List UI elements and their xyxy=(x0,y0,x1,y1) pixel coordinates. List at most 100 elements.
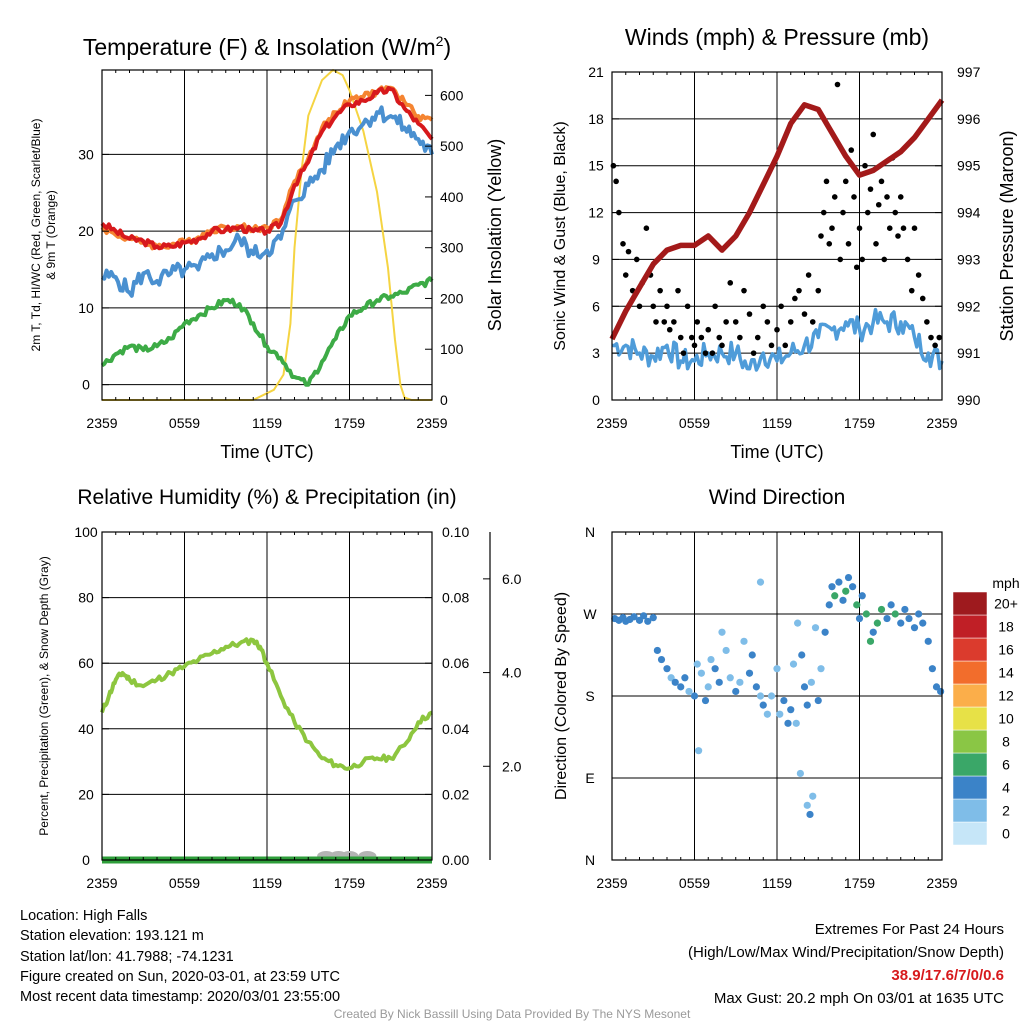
humidity-xtick-label: 2359 xyxy=(416,875,447,891)
winds-xtick-label: 1159 xyxy=(762,415,792,431)
gust-point xyxy=(884,194,890,200)
gust-point xyxy=(801,311,808,317)
direction-point xyxy=(809,792,817,800)
humidity-grid xyxy=(101,531,433,861)
temperature-xtick-label: 0559 xyxy=(169,415,200,431)
gust-point xyxy=(936,334,943,341)
wind-direction-ylabel: Direction (Colored By Speed) xyxy=(553,592,570,800)
humidity-xtick-label: 1159 xyxy=(252,875,282,891)
direction-point xyxy=(798,651,806,659)
colorbar-label: 14 xyxy=(998,665,1014,681)
series-line-relative-humidity xyxy=(100,637,433,771)
gust-point xyxy=(924,319,930,325)
gust-point xyxy=(633,256,640,263)
direction-point xyxy=(759,701,767,709)
gust-point xyxy=(856,225,863,231)
series-line-sonic-wind xyxy=(611,307,944,372)
direction-point xyxy=(825,601,833,609)
direction-point xyxy=(891,610,899,618)
colorbar-label: 12 xyxy=(998,688,1014,704)
gust-point xyxy=(661,319,668,325)
gust-point xyxy=(911,225,918,231)
speed-colorbar: mph 0 2 4 6 8 10 12 14 16 18 20+ xyxy=(952,575,1020,846)
insolation-y2tick-label: 300 xyxy=(440,240,464,256)
gust-point xyxy=(915,272,922,278)
direction-point xyxy=(649,614,657,622)
gust-point xyxy=(870,131,877,138)
recent-data: Most recent data timestamp: 2020/03/01 2… xyxy=(20,989,341,1006)
humidity-xtick-label: 1759 xyxy=(334,875,365,891)
direction-point xyxy=(663,665,671,673)
gust-point xyxy=(778,303,784,310)
extremes-values: 38.9/17.6/7/0/0.6 xyxy=(891,967,1004,984)
temperature-ylabel-line1: 2m T, Td, HI/WC (Red, Green, Scarlet/Blu… xyxy=(29,119,43,352)
gust-point xyxy=(723,319,729,325)
wind-direction-xtick-label: 2359 xyxy=(596,875,627,891)
gust-point xyxy=(613,178,619,185)
gust-point xyxy=(787,319,794,325)
gust-point xyxy=(867,186,874,192)
temperature-ytick-label: 30 xyxy=(78,146,94,162)
gust-point xyxy=(831,194,838,200)
temperature-ylabel-line2: & 9m T (Orange) xyxy=(44,190,58,280)
gust-point xyxy=(919,295,926,302)
gust-point xyxy=(705,326,712,333)
direction-point xyxy=(807,678,815,686)
gust-point xyxy=(650,303,657,310)
gust-point xyxy=(746,311,753,317)
direction-point xyxy=(695,747,703,755)
direction-point xyxy=(767,692,776,700)
direction-point xyxy=(800,683,809,691)
gust-point xyxy=(684,303,691,310)
station-location: Location: High Falls xyxy=(20,908,148,924)
wind-direction-grid xyxy=(611,531,943,861)
pressure-y2tick-label: 994 xyxy=(957,205,981,221)
gust-point xyxy=(737,334,743,341)
gust-point xyxy=(796,287,802,294)
direction-point xyxy=(828,583,836,591)
humidity-ytick-label: 40 xyxy=(78,721,94,737)
winds-panel-title: Winds (mph) & Pressure (mb) xyxy=(625,24,929,50)
insolation-y2tick-label: 500 xyxy=(440,138,464,154)
wind-direction-panel: Wind Direction 2359 0559 1159 1759 2359NESWN… xyxy=(553,486,1020,891)
precip-y2tick-label: 0.08 xyxy=(442,590,469,606)
wind-direction-xtick-label: 2359 xyxy=(926,875,957,891)
gust-point xyxy=(691,342,698,349)
gust-point xyxy=(702,350,709,356)
direction-point xyxy=(887,601,895,609)
direction-point xyxy=(869,628,877,636)
snow-depth-tick-label: 4.0 xyxy=(502,665,522,681)
gust-point xyxy=(842,178,849,185)
direction-point xyxy=(855,614,864,623)
direction-point xyxy=(789,660,798,668)
gust-point xyxy=(875,201,882,208)
gust-point xyxy=(848,147,855,153)
station-elevation: Station elevation: 193.121 m xyxy=(20,928,204,945)
gust-point xyxy=(709,350,716,356)
humidity-ytick-label: 100 xyxy=(74,524,98,540)
gust-point xyxy=(845,241,852,247)
direction-point xyxy=(897,619,905,627)
winds-xlabel: Time (UTC) xyxy=(730,442,823,462)
snow-depth-tick-label: 6.0 xyxy=(502,571,522,587)
direction-point xyxy=(690,692,699,700)
gust-point xyxy=(932,342,938,349)
direction-point xyxy=(671,678,679,686)
direction-point xyxy=(905,614,913,623)
gust-point xyxy=(719,342,725,349)
temperature-xtick-label: 2359 xyxy=(416,415,447,431)
insolation-y2tick-label: 200 xyxy=(440,290,464,306)
colorbar-label: 6 xyxy=(1002,757,1010,773)
gust-point xyxy=(823,178,830,185)
wind-direction-xtick-label: 1159 xyxy=(762,875,792,891)
wind-direction-ytick-label: W xyxy=(583,606,597,622)
insolation-ylabel: Solar Insolation (Yellow) xyxy=(485,139,505,331)
gust-point xyxy=(716,334,723,341)
temperature-ytick-label: 20 xyxy=(78,223,94,239)
winds-ytick-label: 3 xyxy=(592,345,600,361)
colorbar-label: 4 xyxy=(1002,780,1010,796)
gust-point xyxy=(768,342,775,349)
gust-point xyxy=(840,209,846,216)
direction-point xyxy=(707,655,715,664)
temperature-xtick-label: 1759 xyxy=(334,415,365,431)
